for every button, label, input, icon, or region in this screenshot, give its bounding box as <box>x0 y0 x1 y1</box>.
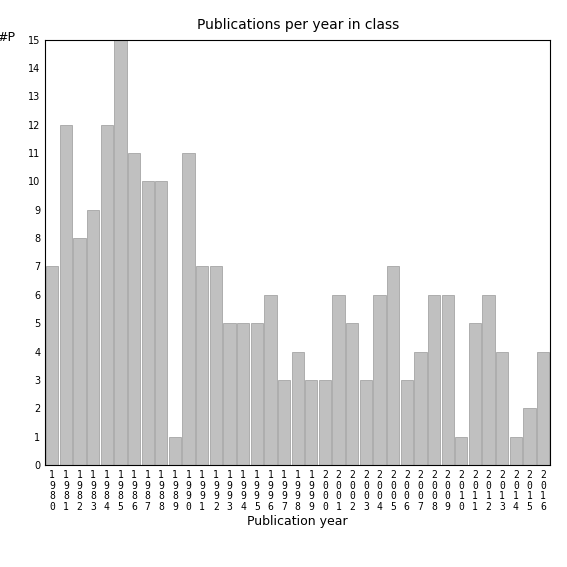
Bar <box>387 266 399 465</box>
Bar <box>442 295 454 465</box>
Bar <box>346 323 358 465</box>
Bar <box>291 352 304 465</box>
Bar <box>196 266 208 465</box>
Y-axis label: #P: #P <box>0 31 15 44</box>
Bar <box>401 380 413 465</box>
Bar <box>359 380 372 465</box>
Bar <box>496 352 509 465</box>
Bar <box>428 295 440 465</box>
Bar <box>128 153 140 465</box>
Bar <box>537 352 549 465</box>
Bar <box>510 437 522 465</box>
Bar <box>87 210 99 465</box>
Bar <box>237 323 249 465</box>
X-axis label: Publication year: Publication year <box>247 515 348 528</box>
Bar <box>210 266 222 465</box>
Bar <box>73 238 86 465</box>
Bar <box>46 266 58 465</box>
Bar <box>60 125 72 465</box>
Bar <box>414 352 426 465</box>
Bar <box>142 181 154 465</box>
Bar <box>319 380 331 465</box>
Bar <box>183 153 194 465</box>
Bar <box>469 323 481 465</box>
Bar <box>278 380 290 465</box>
Bar <box>251 323 263 465</box>
Bar <box>332 295 345 465</box>
Bar <box>264 295 277 465</box>
Bar <box>114 40 126 465</box>
Bar <box>483 295 495 465</box>
Bar <box>169 437 181 465</box>
Bar <box>523 408 536 465</box>
Bar <box>455 437 467 465</box>
Bar <box>155 181 167 465</box>
Bar <box>373 295 386 465</box>
Title: Publications per year in class: Publications per year in class <box>197 18 399 32</box>
Bar <box>100 125 113 465</box>
Bar <box>223 323 236 465</box>
Bar <box>305 380 318 465</box>
